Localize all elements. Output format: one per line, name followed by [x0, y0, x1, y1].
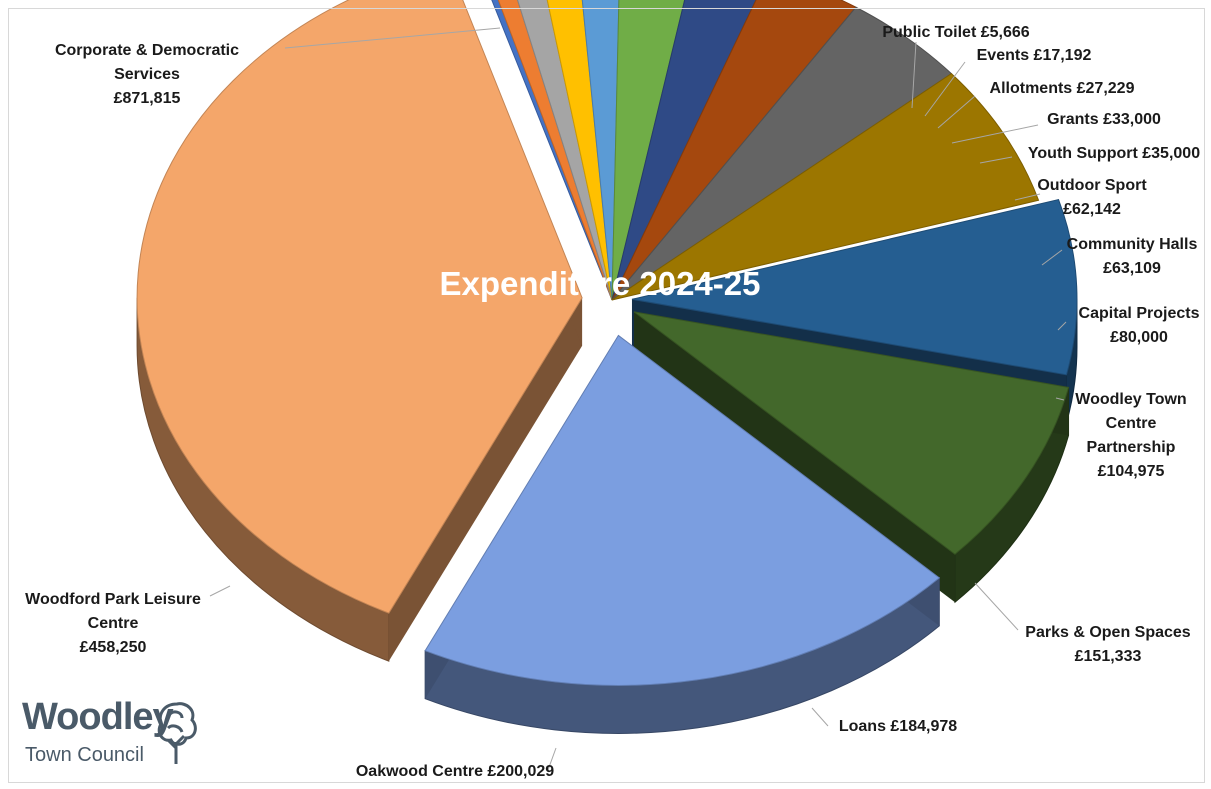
data-label-line: Services [114, 66, 180, 83]
pie-slice-1 [491, 0, 613, 301]
data-label-line: £63,109 [1103, 260, 1161, 277]
leader-line-11 [811, 707, 829, 727]
leader-line-8 [1057, 321, 1067, 331]
council-logo: Woodley Town Council [14, 690, 199, 782]
data-label-1: Public Toilet £5,666 [882, 24, 1029, 41]
data-labels: Corporate & Democratic Services £871,815 Pu… [25, 24, 1200, 780]
leader-line-13 [209, 585, 231, 597]
data-label-line: £458,250 [80, 639, 147, 656]
pie-slice-5 [581, 0, 620, 301]
leader-line-12 [547, 747, 557, 771]
pie-slice-10 [611, 73, 1040, 301]
data-label-line: Parks & Open Spaces [1025, 624, 1191, 641]
data-label-2: Events £17,192 [977, 47, 1092, 64]
chart-title: Expenditure 2024-25 [440, 265, 761, 302]
leader-line-0 [284, 27, 501, 49]
data-label-line: £62,142 [1063, 201, 1121, 218]
pie-slice-6 [611, 0, 686, 301]
data-label-12: Oakwood Centre £200,029 [356, 763, 554, 780]
pie-slice-11 [631, 198, 1078, 376]
data-label-line: Events £17,192 [977, 47, 1092, 64]
data-label-line: £871,815 [114, 90, 181, 107]
leader-line-10 [974, 582, 1019, 631]
data-label-line: Allotments £27,229 [990, 80, 1135, 97]
leader-line-4 [951, 124, 1039, 144]
data-label-8: Capital Projects £80,000 [1079, 305, 1200, 346]
data-label-line: £104,975 [1098, 463, 1165, 480]
logo-name: Woodley [22, 696, 174, 738]
leader-line-6 [1014, 193, 1041, 201]
pie-wall-0 [388, 297, 583, 662]
leader-line-1 [911, 41, 917, 109]
leader-line-9 [1055, 397, 1065, 401]
data-label-line: Grants £33,000 [1047, 111, 1161, 128]
data-label-line: Woodford Park Leisure [25, 591, 201, 608]
data-label-line: Outdoor Sport [1037, 177, 1147, 194]
data-label-line: Youth Support £35,000 [1028, 145, 1200, 162]
pie-slice-13 [424, 334, 941, 686]
data-label-0: Corporate & Democratic Services £871,815 [55, 42, 239, 107]
data-label-line: Corporate & Democratic [55, 42, 239, 59]
pie-slice-4 [546, 0, 613, 301]
data-label-line: Woodley Town [1075, 391, 1186, 408]
data-label-7: Community Halls £63,109 [1067, 236, 1198, 277]
data-label-13: Woodford Park Leisure Centre £458,250 [25, 591, 201, 656]
data-label-line: Community Halls [1067, 236, 1198, 253]
data-label-9: Woodley Town Centre Partnership £104,975 [1075, 391, 1186, 480]
data-label-6: Outdoor Sport £62,142 [1037, 177, 1147, 218]
pie-slice-12 [633, 311, 1070, 555]
data-label-line: Public Toilet £5,666 [882, 24, 1029, 41]
pie-top-layer [136, 0, 1078, 686]
data-label-line: Capital Projects [1079, 305, 1200, 322]
leader-line-3 [937, 95, 976, 129]
data-label-line: £80,000 [1110, 329, 1168, 346]
data-label-line: Oakwood Centre £200,029 [356, 763, 554, 780]
pie-slice-0 [136, 0, 583, 614]
pie-slice-7 [611, 0, 757, 301]
logo-subtitle: Town Council [25, 744, 144, 766]
data-label-3: Allotments £27,229 [990, 80, 1135, 97]
data-label-5: Youth Support £35,000 [1028, 145, 1200, 162]
data-label-4: Grants £33,000 [1047, 111, 1161, 128]
data-label-line: Centre [1106, 415, 1157, 432]
leader-line-5 [979, 156, 1013, 164]
data-label-line: Centre [88, 615, 139, 632]
data-label-line: Partnership [1087, 439, 1176, 456]
data-label-10: Parks & Open Spaces £151,333 [1025, 624, 1191, 665]
leader-line-7 [1041, 249, 1063, 266]
data-label-line: £151,333 [1075, 648, 1142, 665]
tree-icon [157, 702, 197, 764]
leader-line-2 [924, 61, 966, 117]
data-label-line: Loans £184,978 [839, 718, 957, 735]
data-label-11: Loans £184,978 [839, 718, 957, 735]
